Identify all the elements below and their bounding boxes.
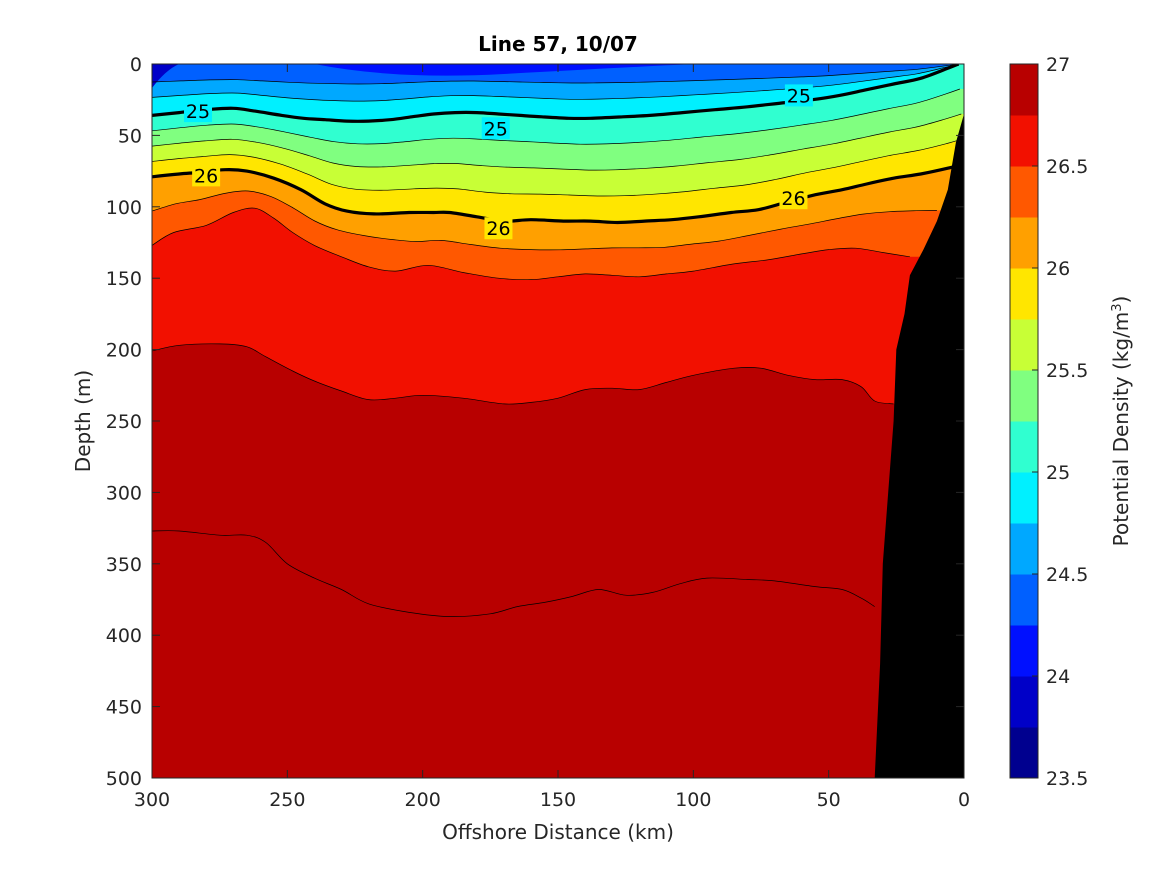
colorbar-frame xyxy=(1009,63,1039,779)
colorbar-label: Potential Density (kg/m3) xyxy=(1109,296,1133,547)
y-tick-label: 300 xyxy=(106,482,142,504)
plot-area: 25 25 25 26 26 26 xyxy=(152,64,964,778)
topography-wedge xyxy=(874,114,964,778)
colorbar-tick-label: 25.5 xyxy=(1046,360,1088,382)
x-axis-label: Offshore Distance (km) xyxy=(442,820,674,844)
colorbar-swatch xyxy=(1010,217,1038,269)
y-tick-label: 400 xyxy=(106,625,142,647)
y-tick-label: 500 xyxy=(106,768,142,790)
contour-label: 25 xyxy=(186,101,210,123)
colorbar-swatch xyxy=(1010,625,1038,677)
chart-title: Line 57, 10/07 xyxy=(478,32,638,56)
y-tick-label: 200 xyxy=(106,340,142,362)
x-tick-label: 100 xyxy=(675,789,711,811)
contour-labels: 25 25 25 26 26 26 xyxy=(184,84,813,240)
isopycnal-lines xyxy=(152,64,964,617)
colorbar-swatch xyxy=(1010,370,1038,422)
isopycnal-line xyxy=(152,190,937,251)
colorbar-tick-label: 24.5 xyxy=(1046,564,1088,586)
contour-label: 26 xyxy=(194,165,218,187)
colorbar-ticks: 23.5 24 24.5 25 25.5 26 26.5 27 xyxy=(1032,54,1088,790)
y-tick-label: 450 xyxy=(106,697,142,719)
colorbar-swatch xyxy=(1010,268,1038,320)
y-tick-label: 350 xyxy=(106,554,142,576)
contour-label-bg xyxy=(779,187,808,210)
colorbar-swatch xyxy=(1010,319,1038,371)
contour-label-bg xyxy=(192,164,221,187)
colorbar-label-superscript: 3 xyxy=(1110,303,1125,311)
colorbar-label-main: Potential Density (kg/m xyxy=(1109,312,1133,547)
colorbar-swatch xyxy=(1010,115,1038,167)
colorbar-swatch xyxy=(1010,574,1038,626)
colorbar-swatch xyxy=(1010,523,1038,575)
isopycnal-line xyxy=(152,162,964,225)
density-band-surface xyxy=(314,64,694,76)
contour-label-bg xyxy=(784,84,813,107)
y-tick-label: 50 xyxy=(118,125,142,147)
isopycnal-line xyxy=(152,343,894,405)
colorbar-swatch xyxy=(1010,676,1038,728)
contour-label: 26 xyxy=(781,188,805,210)
colorbar-tick-label: 23.5 xyxy=(1046,768,1088,790)
x-tick-label: 50 xyxy=(817,789,841,811)
topography-mask xyxy=(874,114,964,778)
y-tick-label: 250 xyxy=(106,411,142,433)
x-tick-label: 200 xyxy=(405,789,441,811)
colorbar xyxy=(1010,64,1038,779)
contour-label: 26 xyxy=(486,218,510,240)
y-tick-label: 0 xyxy=(130,54,142,76)
y-axis-label: Depth (m) xyxy=(71,370,95,472)
x-tick-label: 300 xyxy=(134,789,170,811)
x-tick-label: 250 xyxy=(269,789,305,811)
colorbar-swatch xyxy=(1010,472,1038,524)
density-band-surface xyxy=(152,64,180,88)
colorbar-tick-label: 26 xyxy=(1046,258,1070,280)
y-tick-label: 150 xyxy=(106,268,142,290)
colorbar-tick-label: 25 xyxy=(1046,462,1070,484)
contour-label: 25 xyxy=(787,85,811,107)
isopycnal-line xyxy=(152,64,959,85)
x-tick-label: 150 xyxy=(540,789,576,811)
y-axis-ticks: 0 50 100 150 200 250 300 350 400 450 500 xyxy=(106,54,964,790)
isopycnal-line xyxy=(152,113,962,171)
contour-label-bg xyxy=(484,217,513,240)
y-tick-label: 100 xyxy=(106,197,142,219)
isopycnal-line xyxy=(152,64,959,102)
contour-label-bg xyxy=(184,100,213,123)
isopycnal-line xyxy=(152,207,910,281)
x-tick-label: 0 xyxy=(958,789,970,811)
colorbar-swatch xyxy=(1010,166,1038,218)
colorbar-tick-label: 26.5 xyxy=(1046,156,1088,178)
contour-label: 25 xyxy=(484,118,508,140)
colorbar-tick-label: 27 xyxy=(1046,54,1070,76)
x-axis-ticks: 300 250 200 150 100 50 0 xyxy=(134,64,970,811)
colorbar-swatch xyxy=(1010,421,1038,473)
isopycnal-line xyxy=(152,64,960,123)
isopycnal-line xyxy=(152,530,875,617)
colorbar-label-end: ) xyxy=(1109,296,1133,304)
isopycnal-line xyxy=(152,88,961,145)
colorbar-tick-label: 24 xyxy=(1046,666,1070,688)
colorbar-swatch xyxy=(1010,727,1038,779)
isopycnal-line xyxy=(152,138,963,197)
density-bands xyxy=(152,64,964,778)
contour-label-bg xyxy=(481,117,510,140)
colorbar-swatch xyxy=(1010,64,1038,116)
